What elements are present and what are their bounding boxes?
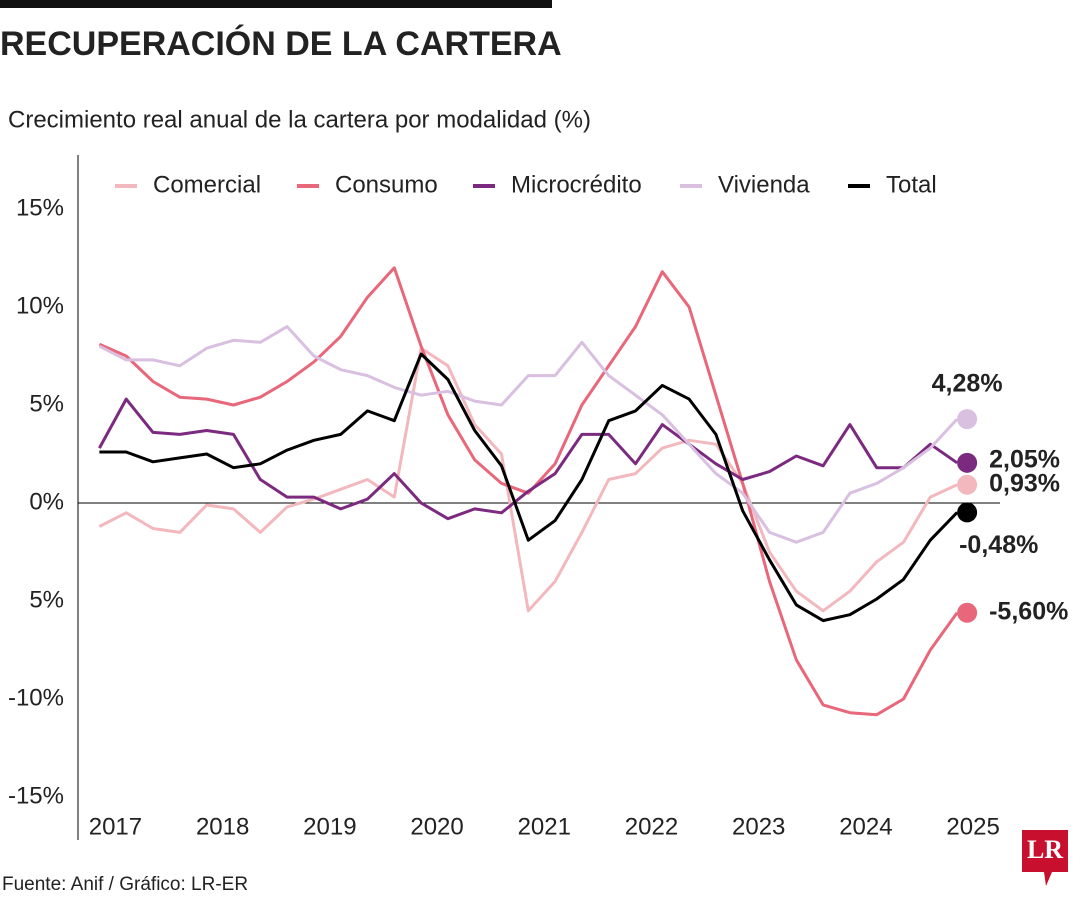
y-tick-label: 5%	[29, 586, 64, 613]
y-tick-label: 15%	[16, 194, 64, 221]
series-line	[98, 266, 959, 717]
x-tick-label: 2018	[196, 813, 249, 840]
end-label: -5,60%	[989, 597, 1068, 625]
end-dot	[957, 452, 978, 473]
y-tick-label: -15%	[8, 782, 64, 809]
end-label: 2,05%	[989, 445, 1060, 473]
end-dot	[957, 409, 978, 430]
x-tick-label: 2021	[518, 813, 571, 840]
legend-label: Microcrédito	[511, 171, 642, 198]
end-label: 0,93%	[989, 469, 1060, 497]
series-line	[98, 346, 958, 613]
end-dot	[957, 474, 978, 495]
legend-label: Comercial	[153, 171, 261, 198]
legend-label: Consumo	[335, 171, 438, 198]
series-line	[99, 352, 959, 623]
end-label: 4,28%	[932, 370, 1003, 398]
series-line	[98, 325, 959, 544]
legend-label: Total	[886, 171, 937, 198]
x-tick-label: 2020	[410, 813, 463, 840]
chart-title: RECUPERACIÓN DE LA CARTERA	[0, 25, 562, 63]
logo: LR	[1022, 830, 1068, 886]
end-dot	[957, 602, 978, 623]
logo-badge	[1022, 830, 1068, 886]
x-tick-label: 2023	[732, 813, 785, 840]
x-tick-label: 2022	[625, 813, 678, 840]
end-label: -0,48%	[959, 531, 1038, 559]
y-tick-label: 10%	[16, 292, 64, 319]
x-tick-label: 2024	[839, 813, 892, 840]
y-tick-label: 5%	[29, 390, 64, 417]
x-tick-label: 2017	[89, 813, 142, 840]
chart-subtitle: Crecimiento real anual de la cartera por…	[8, 106, 591, 133]
y-tick-label: 0%	[29, 488, 64, 515]
y-tick-label: -10%	[8, 684, 64, 711]
series-line	[98, 397, 958, 521]
source: Fuente: Anif / Gráfico: LR-ER	[2, 874, 248, 895]
logo-text: LR	[1027, 835, 1063, 864]
legend-label: Vivienda	[718, 171, 810, 198]
x-tick-label: 2025	[946, 813, 999, 840]
top-bar	[0, 0, 552, 8]
x-tick-label: 2019	[303, 813, 356, 840]
end-dot	[957, 502, 978, 523]
